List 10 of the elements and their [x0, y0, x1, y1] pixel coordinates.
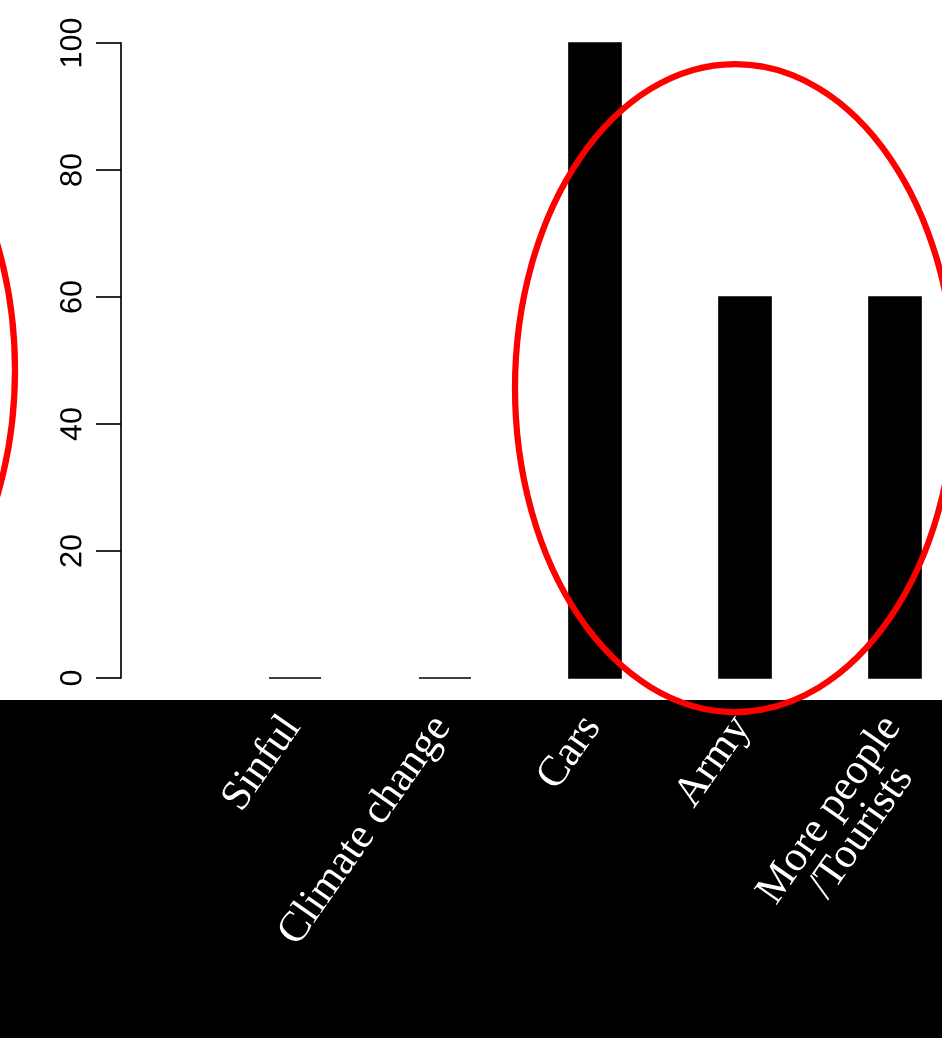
y-tick-label: 60	[59, 281, 82, 313]
y-tick-label: 100	[59, 18, 82, 67]
bar	[718, 296, 772, 679]
y-tick-label: 40	[59, 408, 82, 441]
bar	[568, 42, 622, 679]
x-tick-label: Cars	[533, 711, 601, 791]
bar	[868, 296, 922, 679]
y-tick-label: 80	[59, 154, 82, 186]
y-tick-label: 20	[59, 535, 82, 567]
y-tick-label: 0	[59, 670, 82, 686]
